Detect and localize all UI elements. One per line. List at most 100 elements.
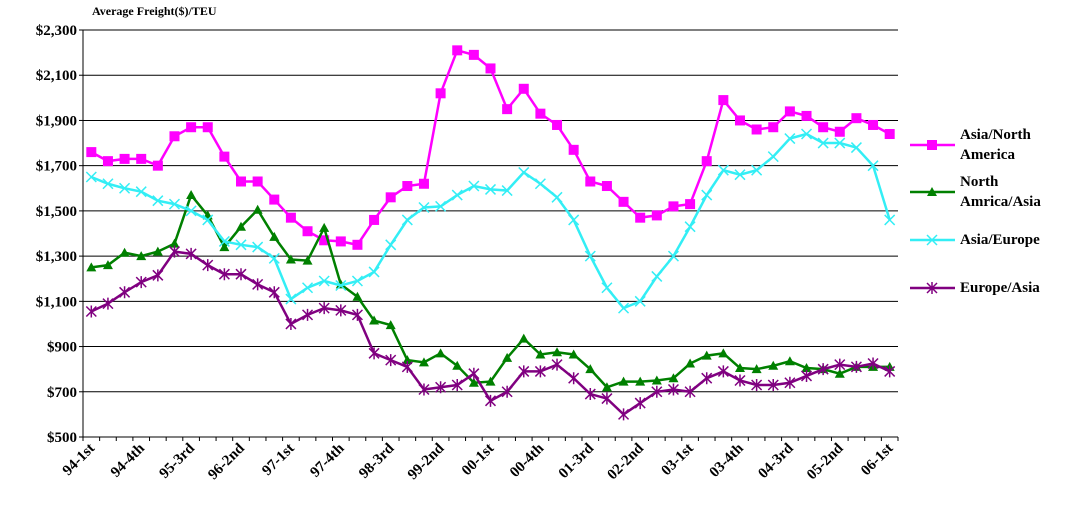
marker xyxy=(568,214,580,226)
y-tick-label: $500 xyxy=(47,430,77,446)
marker xyxy=(285,293,297,305)
x-tick-label: 98-3rd xyxy=(356,440,398,482)
x-tick-label: 06-1st xyxy=(858,441,896,479)
marker xyxy=(168,198,181,210)
marker xyxy=(701,156,712,167)
marker xyxy=(684,385,696,398)
marker xyxy=(801,363,812,373)
marker xyxy=(618,408,630,421)
y-tick-label: $700 xyxy=(47,385,77,401)
marker xyxy=(218,235,230,247)
y-tick-label: $2,100 xyxy=(36,68,77,84)
marker xyxy=(435,348,446,358)
marker xyxy=(385,320,396,330)
marker xyxy=(734,169,746,181)
marker xyxy=(651,385,663,398)
marker xyxy=(102,178,114,190)
marker xyxy=(817,363,829,376)
marker xyxy=(927,187,937,196)
marker xyxy=(635,376,646,386)
y-tick-label: $2,300 xyxy=(36,23,77,39)
marker xyxy=(119,286,131,299)
marker xyxy=(335,279,346,289)
marker xyxy=(801,110,812,121)
marker xyxy=(751,164,763,176)
x-tick-label: 05-2nd xyxy=(804,440,847,483)
marker xyxy=(485,376,496,386)
marker xyxy=(585,364,596,374)
marker xyxy=(351,275,363,287)
marker xyxy=(335,279,347,292)
marker xyxy=(834,358,846,371)
marker xyxy=(86,262,97,272)
marker xyxy=(119,247,130,257)
marker xyxy=(502,352,513,362)
marker xyxy=(136,251,147,261)
marker xyxy=(518,166,530,178)
marker xyxy=(867,357,879,370)
chart-title: Average Freight($)/TEU xyxy=(92,4,217,18)
marker xyxy=(368,266,380,278)
marker xyxy=(585,176,596,187)
marker xyxy=(534,178,546,190)
marker xyxy=(568,349,579,359)
marker xyxy=(635,212,646,223)
marker xyxy=(352,239,363,250)
marker xyxy=(335,236,346,247)
marker xyxy=(369,214,380,225)
marker xyxy=(884,365,896,378)
marker xyxy=(285,212,296,223)
marker xyxy=(302,308,314,321)
x-tick-label: 03-4th xyxy=(707,440,748,481)
marker xyxy=(285,254,296,264)
marker xyxy=(169,131,180,142)
marker xyxy=(552,119,563,130)
legend-item: North Amrica/Asia xyxy=(905,172,1060,212)
marker xyxy=(927,140,937,150)
marker xyxy=(518,83,529,94)
marker xyxy=(186,122,197,133)
marker xyxy=(335,304,347,317)
marker xyxy=(751,378,763,391)
marker xyxy=(185,247,197,260)
marker xyxy=(850,360,862,373)
x-tick-label: 01-3rd xyxy=(556,440,598,482)
marker xyxy=(784,376,796,389)
legend-label: North Amrica/Asia xyxy=(960,174,1041,210)
legend-item: Asia/Europe xyxy=(905,230,1060,250)
marker xyxy=(102,156,113,167)
y-tick-label: $1,900 xyxy=(36,113,77,129)
marker xyxy=(518,365,530,378)
marker xyxy=(236,176,247,187)
marker xyxy=(302,255,313,265)
marker xyxy=(768,122,779,133)
marker xyxy=(86,147,97,158)
marker xyxy=(402,355,413,365)
marker xyxy=(252,278,264,291)
marker xyxy=(634,397,646,410)
marker xyxy=(868,119,879,130)
marker xyxy=(435,88,446,99)
marker xyxy=(568,372,580,385)
marker xyxy=(385,354,397,367)
marker xyxy=(152,246,163,256)
marker xyxy=(701,189,713,201)
marker xyxy=(318,302,330,315)
marker xyxy=(202,122,213,133)
marker xyxy=(518,333,529,343)
marker xyxy=(135,186,147,198)
marker xyxy=(435,200,447,212)
marker xyxy=(551,191,563,203)
marker xyxy=(185,205,197,217)
marker xyxy=(834,126,845,137)
legend-swatch xyxy=(910,234,955,246)
legend-label: Asia/Europe xyxy=(960,232,1040,248)
marker xyxy=(302,282,314,294)
marker xyxy=(236,221,247,231)
marker xyxy=(152,195,164,207)
marker xyxy=(136,153,147,164)
marker xyxy=(618,196,629,207)
marker xyxy=(618,376,629,386)
marker xyxy=(435,381,447,394)
